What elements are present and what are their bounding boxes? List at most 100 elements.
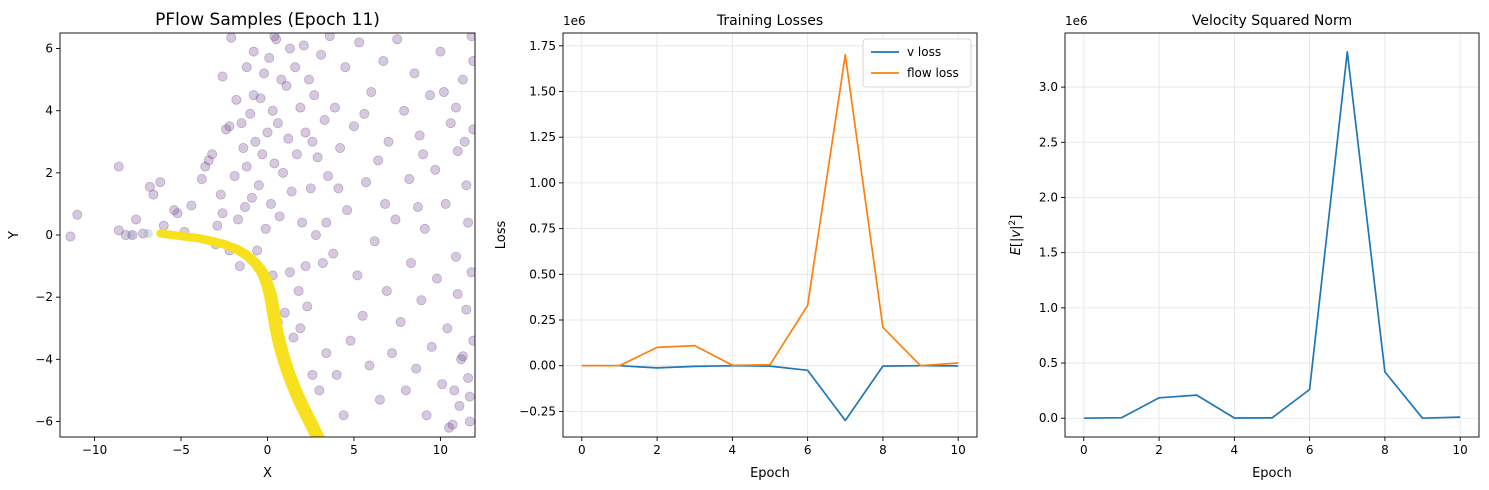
sample-point [411,363,422,374]
sample-point [466,33,475,42]
trajectory-point [316,442,329,455]
x-tick-label: 8 [879,443,887,457]
sample-point [298,40,309,51]
sample-point [392,34,403,45]
y-axis-label-part: E [1009,246,1024,255]
sample-point [295,323,306,334]
sample-point [437,379,448,390]
velocity-norm-panel: E[|v|2]0 2 4 6 8 100.00.51.01.52.02.53.0Veloc… [1008,13,1480,481]
sample-point [418,149,429,160]
sample-point [457,74,468,85]
sample-point [126,230,136,240]
x-tick-label: 10 [951,443,966,457]
sample-point [196,174,207,185]
y-tick-label: 4 [45,104,53,118]
sample-point [452,146,463,157]
sample-point [333,183,344,194]
sample-point [297,217,308,228]
sample-point [442,323,453,334]
sample-point [234,261,245,272]
sample-point [231,94,242,105]
sample-point [291,149,302,160]
sample-point [359,108,370,119]
sample-point [264,52,275,63]
sample-point [449,385,460,396]
sample-point [374,394,385,405]
sample-point [331,369,342,380]
sample-point [238,142,249,153]
training-losses-panel: Loss v loss flow loss 0 2 4 6 8 10 −0.25 0.00 0.25 0… [494,13,978,481]
y-tick-label: 1.50 [529,84,556,98]
sample-point [220,124,231,135]
sample-point [310,229,321,240]
y-tick-label: 2.5 [1039,135,1058,149]
sample-point [412,202,423,213]
sample-point [383,136,394,147]
x-tick-label: 0 [1080,443,1088,457]
y-tick-label: 1.25 [529,130,556,144]
sample-point [457,351,468,362]
sample-point [461,180,472,191]
sample-point [381,285,392,296]
trajectory-point [315,438,328,451]
sample-point [307,369,318,380]
axes-frame [562,32,978,438]
sample-point [127,229,138,240]
trajectory-point [312,432,325,437]
sample-point [450,251,461,262]
x-axis-label: X [263,466,272,481]
sample-point [248,46,259,57]
sample-point [284,43,295,54]
y-tick-label: −0.25 [519,404,556,418]
sample-point [143,228,153,239]
sample-point [338,410,349,421]
x-tick-label: −10 [82,443,107,457]
sample-point [438,87,449,98]
sample-point [468,124,475,135]
sample-point [340,62,351,73]
y-tick-label: 1.00 [529,176,556,190]
sample-point [419,223,430,234]
y-tick-label: 1.75 [529,39,556,53]
sample-point [468,335,475,346]
sample-point [293,285,304,296]
series-line-v-loss [581,364,959,422]
sample-point [272,118,283,129]
sample-point [461,304,472,315]
sample-point [246,192,257,203]
sample-point [259,68,270,79]
plot-area [581,54,959,422]
sample-point [283,133,294,144]
sample-point [229,170,240,181]
sample-point [329,102,340,113]
sample-point [241,62,252,73]
sample-point [72,209,83,220]
sample-point [352,270,363,281]
sample-point [224,121,235,132]
y-axis-label-part: 2 [1008,220,1018,226]
y-tick-label: 1.0 [1039,301,1058,315]
sample-point [456,354,467,365]
sample-point [260,223,271,234]
sample-point [435,46,446,57]
x-axis-label: Epoch [1252,466,1292,481]
y-tick-label: 3.0 [1039,80,1058,94]
y-axis-label-part: [ [1009,242,1024,247]
legend-label: flow loss [907,66,959,80]
sample-point [155,177,166,188]
sample-point [276,74,287,85]
chart-title: PFlow Samples (Epoch 11) [155,10,380,30]
sample-point [309,90,320,101]
sample-point [321,348,332,359]
sample-point [288,332,299,343]
y-axis-label: Y [7,231,22,240]
x-tick-label: 2 [1155,443,1163,457]
trajectory-point [317,436,324,437]
sample-point [281,80,292,91]
x-tick-label: 10 [1453,443,1468,457]
sample-point [324,33,335,42]
sample-point [295,102,306,113]
sample-point [380,198,391,209]
sample-point [253,180,264,191]
sample-point [269,158,280,169]
